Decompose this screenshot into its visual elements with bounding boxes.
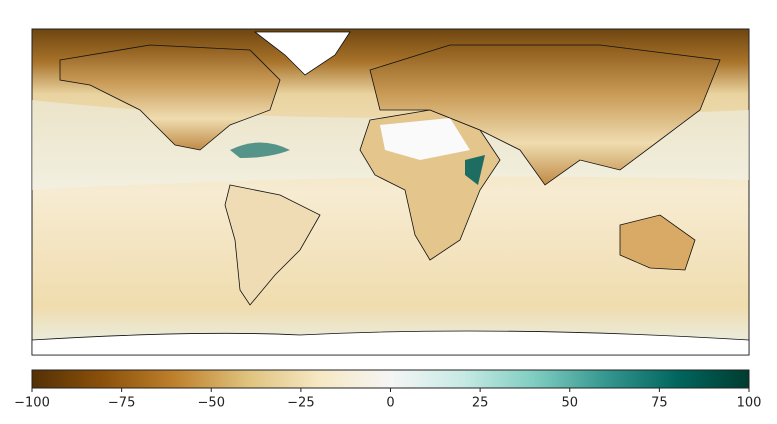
colorbar-ticks: −100 −75 −50 −25 0 25 50 75 100 — [14, 388, 761, 411]
antarctica — [31, 330, 750, 356]
tick-label: 50 — [561, 396, 578, 411]
tick-label: 0 — [386, 396, 394, 411]
horn-of-africa — [465, 155, 485, 185]
tick-label: 100 — [737, 396, 762, 411]
north-america — [59, 44, 281, 151]
greenland — [253, 31, 351, 76]
map — [31, 28, 750, 356]
australia — [619, 214, 696, 271]
tick-label: 25 — [472, 396, 489, 411]
tick-label: −50 — [198, 396, 225, 411]
eurasia — [369, 44, 721, 186]
tick-label: −100 — [14, 396, 50, 411]
south-america — [224, 184, 321, 306]
colorbar — [31, 369, 750, 389]
sahara — [380, 118, 470, 160]
tick-label: −25 — [287, 396, 314, 411]
tick-label: 75 — [651, 396, 668, 411]
tick-label: −75 — [108, 396, 135, 411]
gulf-stream — [230, 142, 290, 158]
